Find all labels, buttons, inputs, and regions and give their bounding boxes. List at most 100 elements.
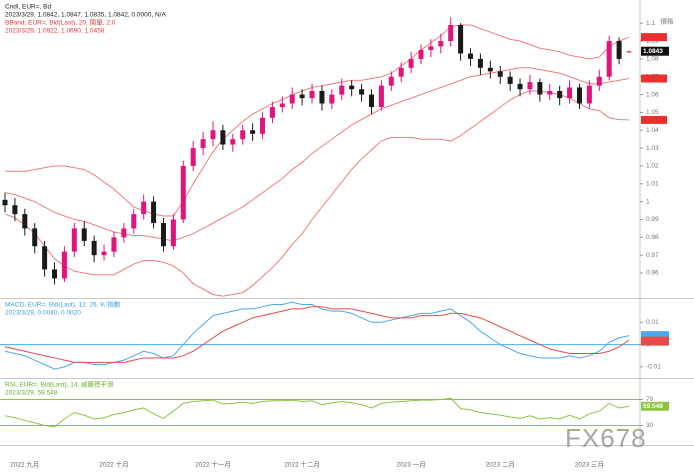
candle-body xyxy=(507,76,513,84)
candle-body xyxy=(12,205,18,215)
candle-body xyxy=(289,94,295,104)
band-tag xyxy=(641,115,667,124)
y-tick-label: 1.08 xyxy=(646,56,659,63)
candle-body xyxy=(547,91,553,95)
value-tag xyxy=(641,401,669,411)
y-tick-label: 1.1 xyxy=(646,20,655,27)
y-tick-label: 1.06 xyxy=(646,91,659,98)
x-tick-label: 2022 十二月 xyxy=(284,460,320,469)
series-line xyxy=(4,397,630,428)
candle-body xyxy=(220,130,226,145)
candle-body xyxy=(61,251,67,279)
candle-body xyxy=(339,85,345,95)
y-tick-label: 0.01 xyxy=(646,319,659,326)
y-tick-label: 0.99 xyxy=(646,216,659,223)
y-tick-label: 30 xyxy=(646,422,654,429)
candle-body xyxy=(408,58,414,68)
candle-body xyxy=(537,82,543,95)
candle-body xyxy=(527,82,533,90)
candle-body xyxy=(329,94,335,104)
candle-body xyxy=(91,240,97,256)
y-tick-label: 1.02 xyxy=(646,163,659,170)
y-tick-label: 1.09 xyxy=(646,38,659,45)
candle-body xyxy=(586,85,592,104)
y-tick-label: 1.01 xyxy=(646,181,659,188)
y-tick-label: 0.98 xyxy=(646,234,659,241)
y-tick-label: 70 xyxy=(646,396,654,403)
candle-body xyxy=(428,46,434,50)
candle-body xyxy=(438,41,444,47)
candle-body xyxy=(101,251,107,256)
candle-body xyxy=(378,85,384,108)
candle-body xyxy=(497,71,503,77)
legend-title: MACD, EUR=, Bid(Last), 12, 26, 9, 指數 xyxy=(5,300,121,309)
candle-body xyxy=(557,91,563,99)
y-tick-label: 0.96 xyxy=(646,270,659,277)
candle-body xyxy=(190,148,196,166)
candle-body xyxy=(448,24,454,42)
y-tick-label: 0.97 xyxy=(646,252,659,259)
x-tick-label: 2022 十月 xyxy=(99,460,128,469)
candle-body xyxy=(359,89,365,95)
candle-body xyxy=(487,67,493,72)
candle-body xyxy=(81,228,87,241)
band-tag xyxy=(641,74,667,83)
legend-values: 2023/3/29, 1.0922, 1.0690, 1.0458 xyxy=(5,28,105,35)
y-tick-label: 1 xyxy=(646,198,650,205)
bollinger-middle xyxy=(4,67,630,242)
candle-body xyxy=(517,83,523,90)
candle-body xyxy=(2,199,8,206)
candle-body xyxy=(111,237,117,252)
value-tag xyxy=(641,331,669,341)
candle-body xyxy=(319,91,325,104)
legend-values: 2023/3/29, 59.548 xyxy=(5,390,58,397)
candle-body xyxy=(200,139,206,149)
candle-body xyxy=(32,228,38,247)
value-tag-label: 59.548 xyxy=(643,403,663,410)
candle-body xyxy=(606,41,612,77)
candle-body xyxy=(151,201,157,224)
x-tick-label: 2023 二月 xyxy=(486,461,515,469)
candle-body xyxy=(71,228,77,252)
axis-label: 價格 xyxy=(661,17,675,26)
candle-body xyxy=(22,214,28,229)
candle-body xyxy=(210,130,216,140)
x-tick-label: 2022 十一月 xyxy=(195,460,231,469)
candle-body xyxy=(42,246,48,270)
series-line xyxy=(4,306,630,363)
bollinger-upper xyxy=(5,24,630,217)
candle-body xyxy=(616,41,622,59)
bollinger-lower xyxy=(4,90,630,297)
candle-body xyxy=(626,51,632,53)
candle-body xyxy=(596,76,602,86)
candle-body xyxy=(388,76,394,86)
value-tag xyxy=(641,336,669,346)
legend-title: Cndl, EUR=, Bd xyxy=(5,4,51,11)
candle-body xyxy=(121,228,127,238)
candle-body xyxy=(349,85,355,90)
candle-body xyxy=(131,214,137,229)
candle-body xyxy=(260,117,266,134)
candle-body xyxy=(170,219,176,247)
candle-body xyxy=(269,107,275,118)
candle-body xyxy=(468,53,474,59)
legend-title: RSI, EUR=, Bid(Last), 14, 威爾德平滑 xyxy=(5,380,114,389)
price-tag xyxy=(641,46,669,56)
legend-values: 2023/3/29, 0.0040, 0.0020 xyxy=(5,310,81,317)
candle-body xyxy=(458,24,464,54)
x-tick-label: 2023 一月 xyxy=(396,461,425,469)
candle-body xyxy=(418,49,424,59)
candle-body xyxy=(299,94,305,99)
x-tick-label: 2022 九月 xyxy=(10,460,39,469)
y-tick-label: 1.05 xyxy=(646,109,659,116)
candle-body xyxy=(240,130,246,140)
y-tick-label: 1.03 xyxy=(646,145,659,152)
candle-body xyxy=(576,87,582,104)
price-tag-label: 1.0843 xyxy=(643,48,663,55)
candle-body xyxy=(477,58,483,68)
watermark: FX678 xyxy=(565,423,647,453)
candle-body xyxy=(141,201,147,215)
x-tick-label: 2023 三月 xyxy=(575,461,604,469)
